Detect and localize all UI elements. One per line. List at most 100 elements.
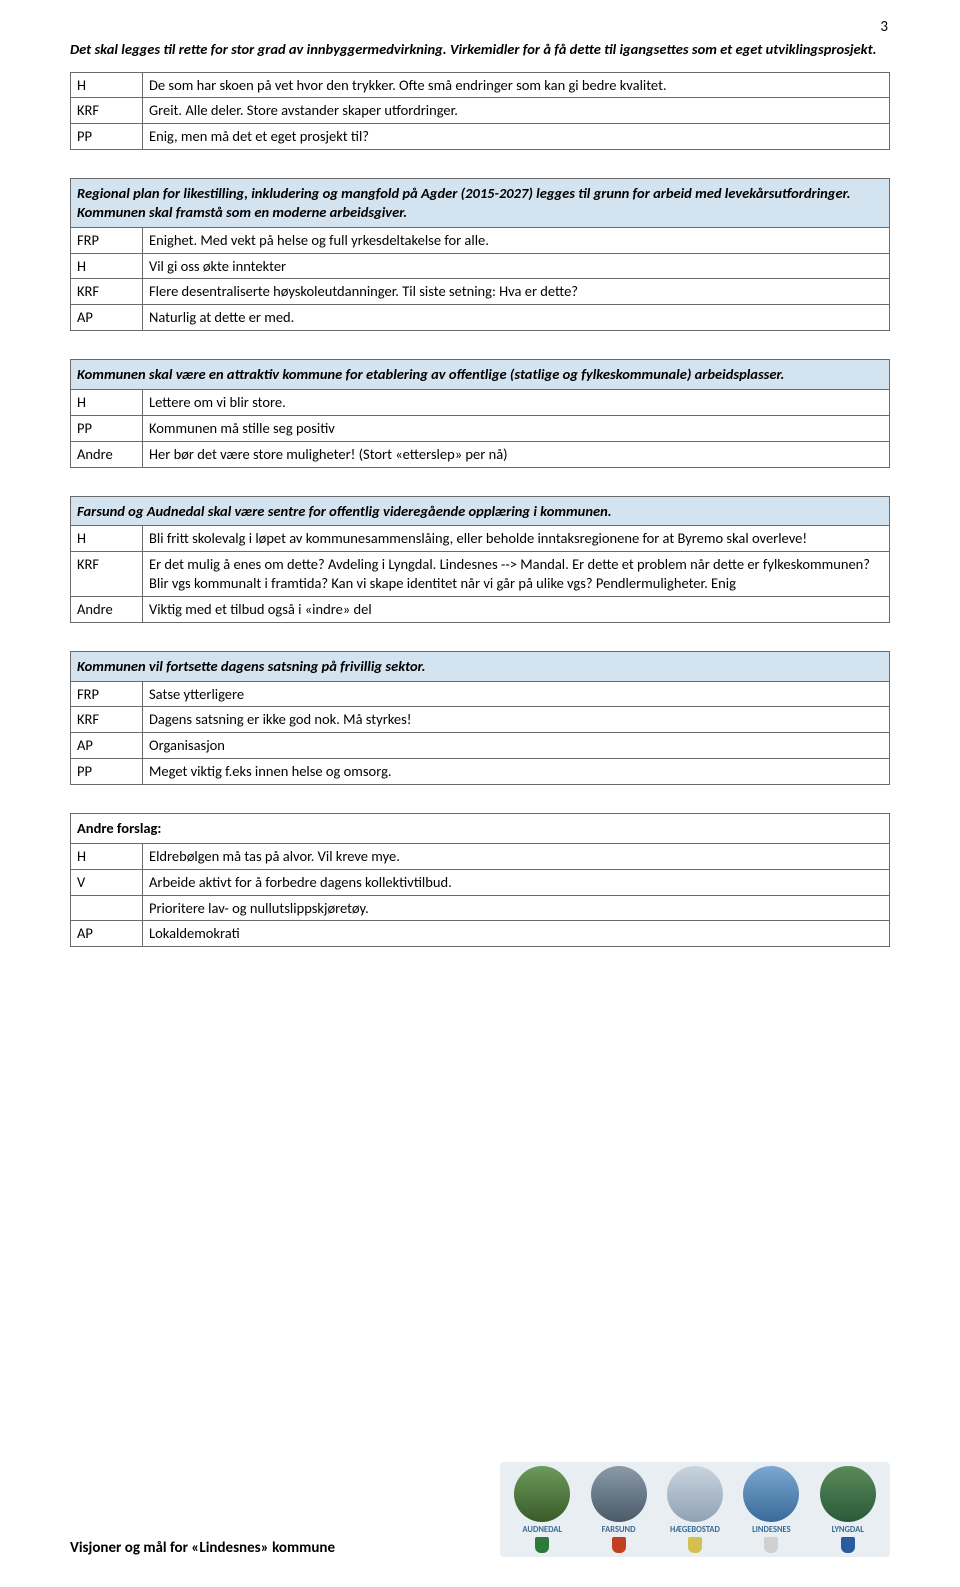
badge-label: LINDESNES	[752, 1525, 791, 1535]
badge-image	[667, 1466, 723, 1522]
party-cell	[71, 895, 143, 921]
text-cell: Naturlig at dette er med.	[143, 305, 890, 331]
text-cell: Enighet. Med vekt på helse og full yrkes…	[143, 227, 890, 253]
badge-lyngdal: LYNGDAL	[820, 1466, 876, 1553]
party-cell: KRF	[71, 707, 143, 733]
text-cell: Prioritere lav- og nullutslippskjøretøy.	[143, 895, 890, 921]
text-cell: Vil gi oss økte inntekter	[143, 253, 890, 279]
text-cell: Satse ytterligere	[143, 681, 890, 707]
section3-table: Kommunen skal være en attraktiv kommune …	[70, 359, 890, 467]
table-row: HEldrebølgen må tas på alvor. Vil kreve …	[71, 843, 890, 869]
badge-lindesnes: LINDESNES	[743, 1466, 799, 1553]
party-cell: PP	[71, 415, 143, 441]
badge-farsund: FARSUND	[591, 1466, 647, 1553]
section1-intro: Det skal legges til rette for stor grad …	[70, 40, 890, 60]
party-cell: AP	[71, 305, 143, 331]
badge-image	[514, 1466, 570, 1522]
party-cell: FRP	[71, 681, 143, 707]
table-row: FRPSatse ytterligere	[71, 681, 890, 707]
text-cell: Lettere om vi blir store.	[143, 390, 890, 416]
header-cell: Regional plan for likestilling, inkluder…	[71, 179, 890, 228]
party-cell: V	[71, 869, 143, 895]
footer-title: Visjoner og mål for «Lindesnes» kommune	[70, 1539, 335, 1557]
party-cell: H	[71, 843, 143, 869]
section1-table: HDe som har skoen på vet hvor den trykke…	[70, 72, 890, 151]
header-cell: Kommunen vil fortsette dagens satsning p…	[71, 651, 890, 681]
shield-icon	[764, 1537, 778, 1553]
party-cell: Andre	[71, 596, 143, 622]
text-cell: Bli fritt skolevalg i løpet av kommunesa…	[143, 526, 890, 552]
party-cell: FRP	[71, 227, 143, 253]
table-row: HLettere om vi blir store.	[71, 390, 890, 416]
table-row: PPMeget viktig f.eks innen helse og omso…	[71, 759, 890, 785]
table-row: PPKommunen må stille seg positiv	[71, 415, 890, 441]
party-cell: KRF	[71, 552, 143, 597]
section4-table: Farsund og Audnedal skal være sentre for…	[70, 496, 890, 623]
badge-image	[820, 1466, 876, 1522]
party-cell: AP	[71, 733, 143, 759]
table-row: KRFEr det mulig å enes om dette? Avdelin…	[71, 552, 890, 597]
municipality-badges: AUDNEDAL FARSUND HÆGEBOSTAD LINDESNES LY…	[500, 1462, 890, 1557]
header-cell: Farsund og Audnedal skal være sentre for…	[71, 496, 890, 526]
section6-table: Andre forslag: HEldrebølgen må tas på al…	[70, 813, 890, 947]
table-row: FRPEnighet. Med vekt på helse og full yr…	[71, 227, 890, 253]
table-row: VArbeide aktivt for å forbedre dagens ko…	[71, 869, 890, 895]
table-row: APLokaldemokrati	[71, 921, 890, 947]
text-cell: Kommunen må stille seg positiv	[143, 415, 890, 441]
party-cell: KRF	[71, 98, 143, 124]
party-cell: H	[71, 526, 143, 552]
table-row: APOrganisasjon	[71, 733, 890, 759]
table-row: KRFFlere desentraliserte høyskoleutdanni…	[71, 279, 890, 305]
table-row: HVil gi oss økte inntekter	[71, 253, 890, 279]
text-cell: Organisasjon	[143, 733, 890, 759]
text-cell: Viktig med et tilbud også i «indre» del	[143, 596, 890, 622]
section-header: Andre forslag:	[71, 813, 890, 843]
table-row: PPEnig, men må det et eget prosjekt til?	[71, 124, 890, 150]
header-cell: Andre forslag:	[71, 813, 890, 843]
table-row: Prioritere lav- og nullutslippskjøretøy.	[71, 895, 890, 921]
text-cell: Lokaldemokrati	[143, 921, 890, 947]
table-row: KRFDagens satsning er ikke god nok. Må s…	[71, 707, 890, 733]
badge-label: AUDNEDAL	[522, 1525, 562, 1535]
text-cell: Enig, men må det et eget prosjekt til?	[143, 124, 890, 150]
badge-image	[591, 1466, 647, 1522]
shield-icon	[841, 1537, 855, 1553]
header-cell: Kommunen skal være en attraktiv kommune …	[71, 360, 890, 390]
party-cell: KRF	[71, 279, 143, 305]
shield-icon	[688, 1537, 702, 1553]
table-row: APNaturlig at dette er med.	[71, 305, 890, 331]
table-row: HBli fritt skolevalg i løpet av kommunes…	[71, 526, 890, 552]
text-cell: De som har skoen på vet hvor den trykker…	[143, 72, 890, 98]
text-cell: Greit. Alle deler. Store avstander skape…	[143, 98, 890, 124]
table-row: KRFGreit. Alle deler. Store avstander sk…	[71, 98, 890, 124]
badge-audnedal: AUDNEDAL	[514, 1466, 570, 1553]
badge-label: HÆGEBOSTAD	[670, 1525, 720, 1535]
party-cell: H	[71, 253, 143, 279]
section-header: Kommunen skal være en attraktiv kommune …	[71, 360, 890, 390]
table-row: AndreViktig med et tilbud også i «indre»…	[71, 596, 890, 622]
text-cell: Meget viktig f.eks innen helse og omsorg…	[143, 759, 890, 785]
party-cell: Andre	[71, 441, 143, 467]
section-header: Kommunen vil fortsette dagens satsning p…	[71, 651, 890, 681]
party-cell: PP	[71, 124, 143, 150]
text-cell: Eldrebølgen må tas på alvor. Vil kreve m…	[143, 843, 890, 869]
text-cell: Flere desentraliserte høyskoleutdanninge…	[143, 279, 890, 305]
badge-label: LYNGDAL	[832, 1525, 864, 1535]
section-header: Farsund og Audnedal skal være sentre for…	[71, 496, 890, 526]
section-header: Regional plan for likestilling, inkluder…	[71, 179, 890, 228]
page-number: 3	[880, 18, 888, 36]
section2-table: Regional plan for likestilling, inkluder…	[70, 178, 890, 331]
table-row: HDe som har skoen på vet hvor den trykke…	[71, 72, 890, 98]
text-cell: Arbeide aktivt for å forbedre dagens kol…	[143, 869, 890, 895]
text-cell: Er det mulig å enes om dette? Avdeling i…	[143, 552, 890, 597]
badge-haegebostad: HÆGEBOSTAD	[667, 1466, 723, 1553]
badge-label: FARSUND	[602, 1525, 636, 1535]
text-cell: Her bør det være store muligheter! (Stor…	[143, 441, 890, 467]
shield-icon	[612, 1537, 626, 1553]
party-cell: AP	[71, 921, 143, 947]
badge-image	[743, 1466, 799, 1522]
party-cell: PP	[71, 759, 143, 785]
shield-icon	[535, 1537, 549, 1553]
party-cell: H	[71, 72, 143, 98]
section5-table: Kommunen vil fortsette dagens satsning p…	[70, 651, 890, 785]
